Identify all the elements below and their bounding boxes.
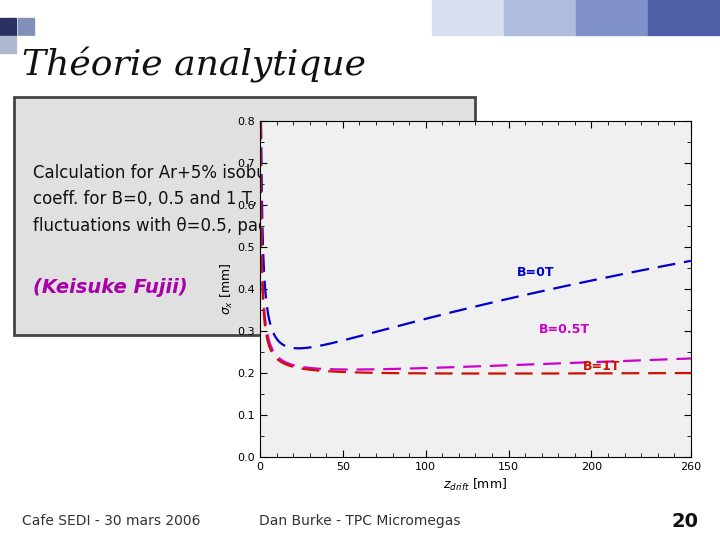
Text: Théorie analytique: Théorie analytique [22,47,366,83]
Text: B=0T: B=0T [517,266,554,279]
Bar [432,0,504,35]
Bar [0,36,16,52]
Bar [504,0,576,35]
FancyBboxPatch shape [14,97,475,335]
Text: Calculation for Ar+5% isobutane with Magboltz diffusion
coeff. for B=0, 0.5 and : Calculation for Ar+5% isobutane with Mag… [33,164,502,234]
Text: B=1T: B=1T [583,360,621,373]
Bar [0,18,16,35]
Text: Cafe SEDI - 30 mars 2006: Cafe SEDI - 30 mars 2006 [22,514,200,528]
Y-axis label: $\sigma_x$ [mm]: $\sigma_x$ [mm] [219,263,235,315]
Text: (Keisuke Fujii): (Keisuke Fujii) [33,278,187,297]
Bar [648,0,720,35]
Text: B=0.5T: B=0.5T [539,323,590,336]
Bar [576,0,648,35]
X-axis label: $z_{drift}$ [mm]: $z_{drift}$ [mm] [444,477,508,494]
Text: Dan Burke - TPC Micromegas: Dan Burke - TPC Micromegas [259,514,461,528]
Bar [18,18,34,35]
Text: 20: 20 [671,511,698,531]
Bar [18,36,34,52]
